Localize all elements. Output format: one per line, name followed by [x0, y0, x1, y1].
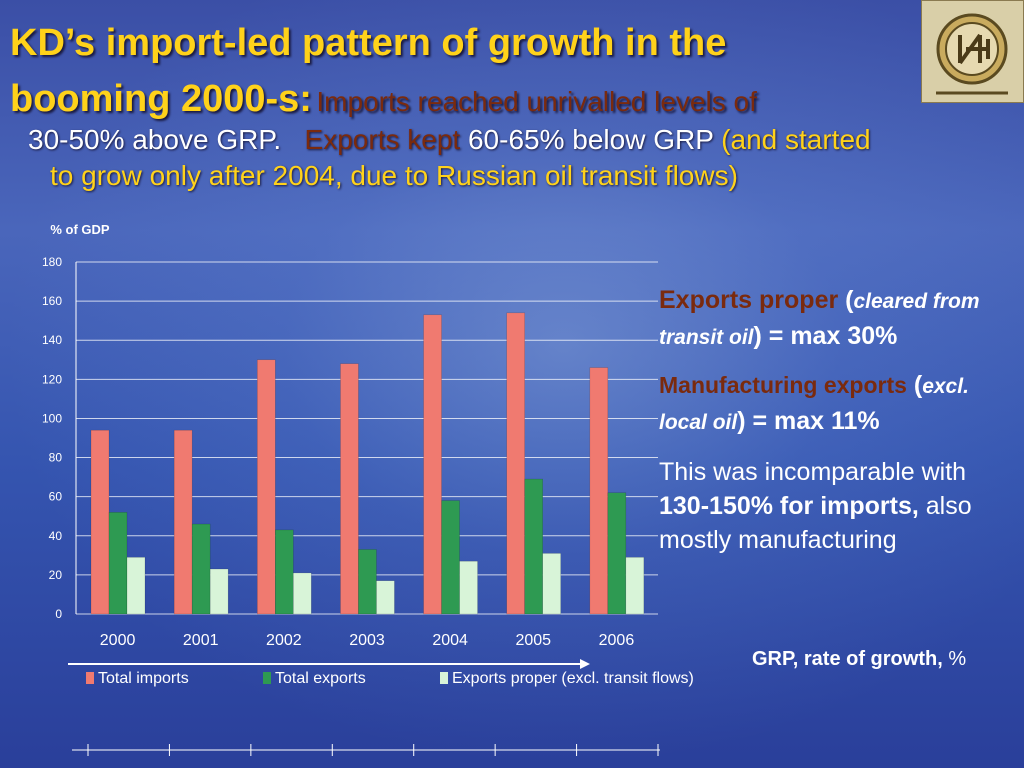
- y-tick-label: 140: [42, 333, 62, 347]
- institute-logo: [921, 0, 1024, 103]
- subtitle-line1: 30-50% above GRP. Exports kept 60-65% be…: [28, 124, 871, 156]
- legend-item-imports: Total imports: [86, 670, 189, 688]
- y-tick-label: 0: [55, 607, 62, 621]
- legend-label-imports: Total imports: [98, 670, 189, 687]
- y-tick-label: 80: [49, 451, 63, 465]
- x-tick-label: 2006: [599, 632, 635, 649]
- note-max-11: ) = max 11%: [737, 407, 880, 435]
- bar-exports-2001: [191, 523, 211, 615]
- slide-title: KD’s import-led pattern of growth in the: [10, 22, 727, 64]
- bar-exports-proper-2004: [459, 560, 478, 615]
- y-tick-label: 100: [42, 411, 62, 425]
- bar-exports-2002: [275, 529, 294, 615]
- note-manufacturing-heading: Manufacturing exports: [659, 372, 907, 398]
- x-tick-label: 2005: [515, 632, 551, 649]
- x-tick-label: 2001: [183, 632, 219, 649]
- note-manufacturing-tail: also mostly manufacturing: [659, 492, 972, 554]
- bar-exports-proper-2003: [376, 580, 395, 615]
- note-manufacturing: Manufacturing exports (excl. local oil) …: [659, 368, 1019, 440]
- x-tick-label: 2003: [349, 632, 385, 649]
- bar-exports-proper-2002: [293, 572, 312, 615]
- y-tick-label: 120: [42, 372, 62, 386]
- legend-label-exports-proper: Exports proper (excl. transit flows): [452, 670, 694, 687]
- bar-exports-proper-2000: [126, 557, 146, 615]
- slide-title-line2: booming 2000-s: Imports reached unrivall…: [10, 78, 757, 121]
- y-tick-label: 40: [49, 529, 63, 543]
- bar-imports-2006: [589, 367, 609, 615]
- legend-label-exports: Total exports: [275, 670, 366, 687]
- title-booming: booming 2000-s:: [10, 78, 312, 120]
- bar-exports-proper-2005: [542, 553, 561, 615]
- note-paren-2: (: [906, 371, 923, 399]
- bar-exports-2004: [441, 500, 460, 615]
- x-tick-label: 2000: [100, 632, 136, 649]
- title-imports-rest: reached unrivalled levels of: [409, 86, 757, 117]
- y-tick-label: 160: [42, 294, 62, 308]
- title-imports: Imports: [316, 86, 410, 117]
- subtitle-grp: 30-50% above GRP.: [28, 124, 282, 155]
- bar-exports-proper-2006: [625, 557, 645, 615]
- subtitle-below-grp: 60-65% below GRP: [460, 124, 722, 155]
- bar-imports-2000: [90, 429, 110, 615]
- grp-label-text: GRP, rate of growth,: [752, 648, 943, 670]
- x-tick-label: 2004: [432, 632, 468, 649]
- note-paren: (: [838, 286, 854, 314]
- subtitle-kept: kept: [407, 124, 461, 155]
- subtitle-line2: to grow only after 2004, due to Russian …: [50, 160, 738, 191]
- bar-imports-2003: [340, 363, 359, 615]
- note-imports-range: 130-150% for imports,: [659, 492, 919, 520]
- bar-exports-proper-2001: [209, 568, 229, 615]
- grp-label-unit: %: [942, 648, 967, 670]
- bar-imports-2004: [423, 314, 442, 615]
- y-tick-label: 20: [49, 568, 63, 582]
- subtitle-exports: Exports: [304, 124, 400, 155]
- subtitle-and-started: (and started: [721, 124, 871, 155]
- legend-item-exports-proper: Exports proper (excl. transit flows): [440, 670, 694, 688]
- bar-imports-2001: [173, 429, 193, 615]
- bar-exports-2000: [108, 512, 128, 615]
- note-max-30: ) = max 30%: [753, 322, 898, 350]
- note-cleared-transit: cleared from transit oil: [659, 290, 980, 349]
- y-tick-label: 180: [42, 255, 62, 269]
- y-tick-label: 60: [49, 490, 63, 504]
- arrow-head-icon: [580, 659, 590, 669]
- note-exports-proper-heading: Exports proper: [659, 286, 839, 314]
- bar-imports-2002: [257, 359, 276, 615]
- note-incomparable: This was incomparable with 130-150% for …: [659, 455, 1019, 557]
- bar-exports-2003: [358, 549, 377, 615]
- legend-item-exports: Total exports: [263, 670, 366, 688]
- bar-exports-2006: [607, 492, 627, 615]
- legend-swatch-exports-proper: [440, 672, 448, 684]
- grp-growth-label: GRP, rate of growth, %: [752, 648, 966, 671]
- legend-swatch-exports: [263, 672, 271, 684]
- bar-exports-2005: [524, 478, 543, 615]
- legend-swatch-imports: [86, 672, 94, 684]
- x-tick-label: 2002: [266, 632, 302, 649]
- y-axis-label: % of GDP: [50, 222, 110, 237]
- bar-imports-2005: [506, 312, 525, 615]
- note-excl-local-oil: excl. local oil: [659, 375, 969, 434]
- note-incomparable-text: This was incomparable with: [659, 458, 967, 486]
- note-exports-proper: Exports proper (cleared from transit oil…: [659, 283, 1019, 355]
